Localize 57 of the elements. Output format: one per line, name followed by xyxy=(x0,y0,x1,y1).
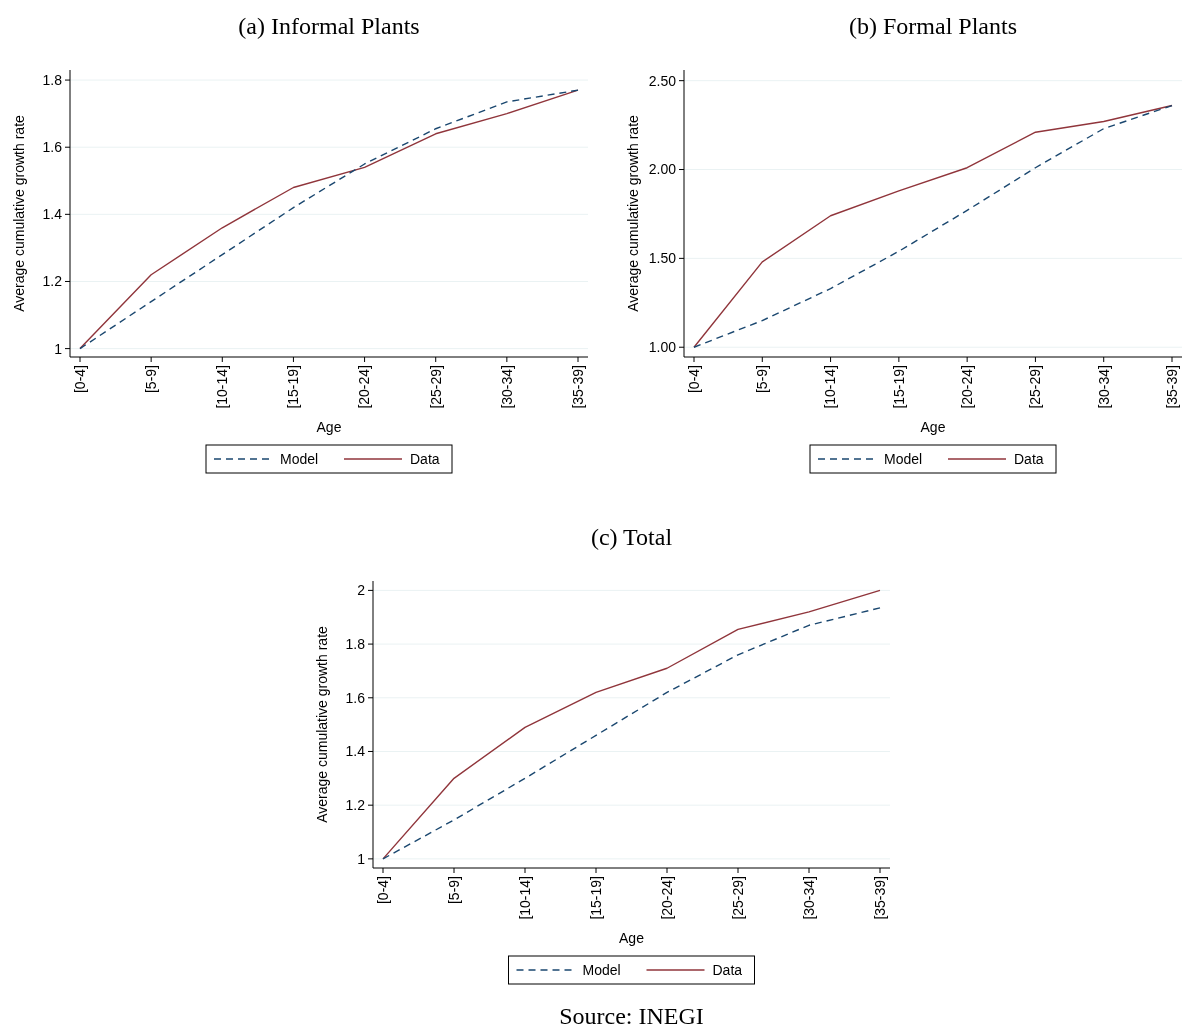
y-tick-label: 2 xyxy=(357,582,366,599)
y-tick-label: 1.8 xyxy=(42,71,63,88)
y-tick-label: 2.00 xyxy=(648,161,677,178)
x-tick-label: [20-24] xyxy=(959,365,976,409)
x-tick-label: [10-14] xyxy=(214,365,231,409)
legend-label: Data xyxy=(410,450,440,467)
legend-label: Model xyxy=(582,961,621,978)
legend-label: Model xyxy=(884,450,923,467)
y-tick-label: 1.4 xyxy=(42,206,63,223)
chart-title: (b) Formal Plants xyxy=(849,13,1017,39)
x-tick-label: [25-29] xyxy=(729,876,746,920)
line-series xyxy=(79,89,579,350)
y-tick-label: 1.50 xyxy=(648,250,677,267)
x-axis-title: Age xyxy=(619,930,645,946)
x-tick-label: [35-39] xyxy=(569,365,586,409)
x-tick-label: [30-34] xyxy=(800,876,817,920)
x-tick-label: [20-24] xyxy=(356,365,373,409)
y-axis-title: Average cumulative growth rate xyxy=(11,114,27,312)
legend-label: Data xyxy=(712,961,743,978)
x-tick-label: [10-14] xyxy=(822,365,839,409)
y-tick-label: 1.2 xyxy=(345,797,366,814)
x-tick-label: [15-19] xyxy=(587,876,604,920)
line-series xyxy=(693,104,1173,348)
chart-title: (a) Informal Plants xyxy=(238,13,420,39)
y-axis-title: Average cumulative growth rate xyxy=(625,114,641,312)
x-axis-title: Age xyxy=(316,419,342,435)
x-tick-label: [0-4] xyxy=(685,365,702,394)
x-tick-label: [5-9] xyxy=(143,365,160,394)
y-tick-label: 1.00 xyxy=(648,339,677,356)
x-tick-label: [30-34] xyxy=(498,365,515,409)
x-tick-label: [5-9] xyxy=(445,876,462,905)
y-axis-title: Average cumulative growth rate xyxy=(314,625,330,823)
x-tick-label: [15-19] xyxy=(285,365,302,409)
x-tick-label: [30-34] xyxy=(1095,365,1112,409)
y-tick-label: 2.50 xyxy=(648,72,677,89)
y-tick-label: 1.6 xyxy=(42,139,63,156)
x-tick-label: [25-29] xyxy=(427,365,444,409)
chart-title: (c) Total xyxy=(590,524,673,550)
x-tick-label: [20-24] xyxy=(658,876,675,920)
x-tick-label: [15-19] xyxy=(890,365,907,409)
legend-label: Model xyxy=(280,450,319,467)
x-tick-label: [0-4] xyxy=(71,365,88,394)
x-tick-label: [25-29] xyxy=(1027,365,1044,409)
x-tick-label: [10-14] xyxy=(516,876,533,920)
x-tick-label: [5-9] xyxy=(754,365,771,394)
y-tick-label: 1 xyxy=(54,340,63,357)
x-tick-label: [35-39] xyxy=(871,876,888,920)
x-tick-label: [0-4] xyxy=(374,876,391,905)
x-axis-title: Age xyxy=(920,419,946,435)
x-tick-label: [35-39] xyxy=(1163,365,1180,409)
y-tick-label: 1.2 xyxy=(42,273,63,290)
y-tick-label: 1.8 xyxy=(345,635,366,652)
legend-label: Data xyxy=(1014,450,1044,467)
source-note: Source: INEGI xyxy=(559,1003,704,1025)
y-tick-label: 1 xyxy=(357,850,366,867)
y-tick-label: 1.6 xyxy=(345,689,366,706)
y-tick-label: 1.4 xyxy=(345,743,366,760)
